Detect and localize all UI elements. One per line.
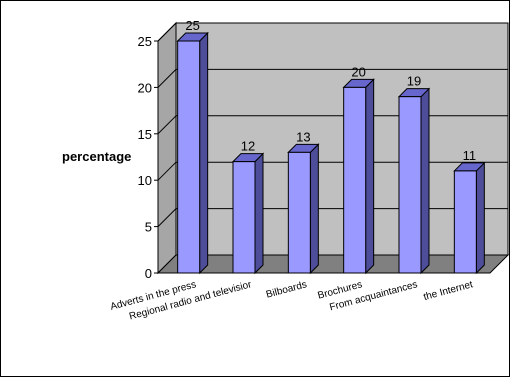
bar-side xyxy=(365,78,375,275)
data-label: 25 xyxy=(185,18,199,33)
x-tick-label: Bilboards xyxy=(265,279,308,300)
x-tick-label: the Internet xyxy=(422,279,474,303)
side-wall xyxy=(157,21,177,275)
data-label: 19 xyxy=(407,74,421,89)
y-tick-label: 5 xyxy=(145,220,152,235)
y-axis-label: percentage xyxy=(62,149,132,164)
bar-side xyxy=(309,143,319,275)
gridline-side xyxy=(157,22,177,42)
data-label: 20 xyxy=(351,64,365,79)
bar xyxy=(343,86,367,274)
gridline-side xyxy=(157,161,177,181)
data-label: 11 xyxy=(463,148,477,163)
y-tick-label: 10 xyxy=(138,173,152,188)
gridline-side xyxy=(157,208,177,227)
bar xyxy=(398,96,422,274)
data-label: 12 xyxy=(241,139,255,154)
y-tick-label: 15 xyxy=(138,127,152,142)
gridline-side xyxy=(157,115,177,135)
bar-side xyxy=(475,161,485,275)
bar-side xyxy=(254,152,264,275)
y-tick-label: 20 xyxy=(138,80,152,95)
bar xyxy=(287,151,311,274)
bar-side xyxy=(420,87,430,275)
bar xyxy=(177,40,201,274)
data-label: 13 xyxy=(296,129,310,144)
bar xyxy=(232,161,256,274)
gridline-side xyxy=(157,69,177,88)
y-tick-label: 25 xyxy=(138,34,152,49)
bar-side xyxy=(199,31,209,275)
y-tick-label: 0 xyxy=(145,266,152,281)
bar xyxy=(453,170,477,274)
